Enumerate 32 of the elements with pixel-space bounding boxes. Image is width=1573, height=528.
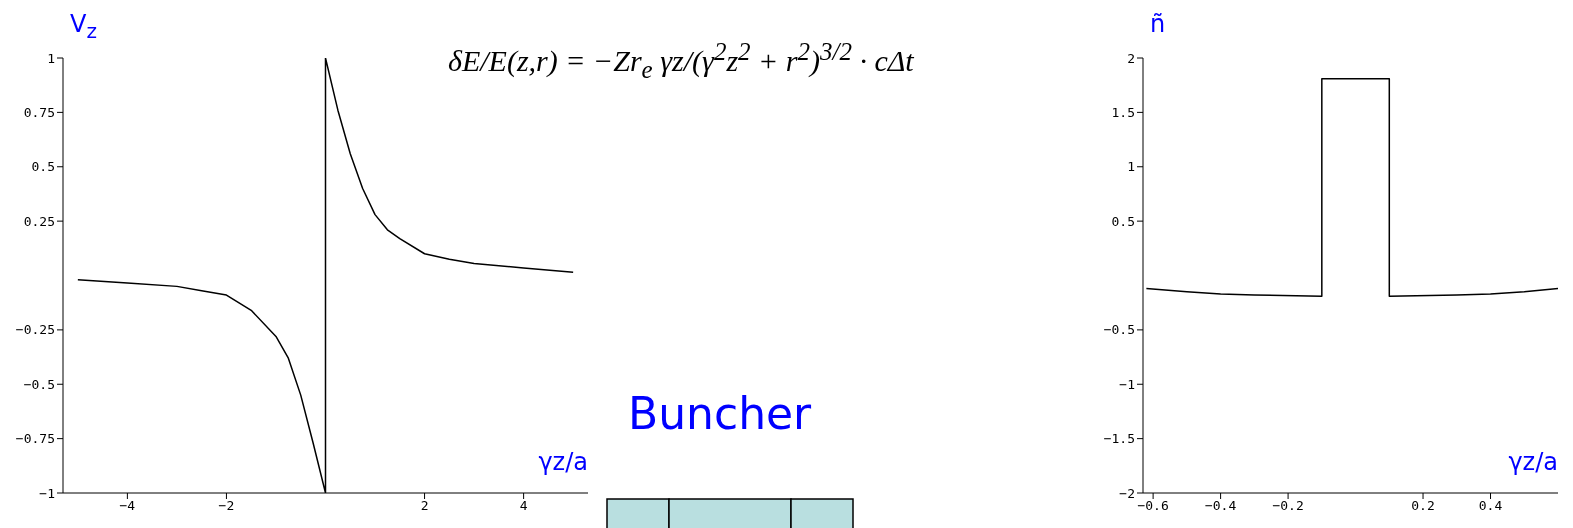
y-tick-label: 0.5 (1111, 213, 1135, 229)
y-tick-label: −0.5 (1103, 322, 1135, 338)
y-tick-label: 0.5 (31, 159, 55, 175)
x-axis-title: γz/a (538, 448, 588, 476)
x-tick-label: 4 (519, 498, 528, 514)
x-tick-label: −0.6 (1137, 498, 1169, 514)
y-tick-label: −0.25 (15, 322, 55, 338)
y-tick-label: 1.5 (1111, 104, 1135, 120)
y-tick-label: −2 (1119, 485, 1135, 501)
y-tick-label: 1 (47, 50, 55, 66)
x-tick-label: 2 (420, 498, 429, 514)
y-tick-label: −1.5 (1103, 431, 1135, 447)
y-tick-label: 2 (1127, 50, 1135, 66)
y-tick-label: 0.75 (23, 104, 55, 120)
text: δE/E(z,r) = −Zr$_{e}$ γz/(γ$^{2}$z$^{2}$ + r$^{2}$)$^{3/2}$ · cΔt (448, 38, 914, 83)
y-tick-label: −1 (39, 485, 55, 501)
x-tick-label: −2 (218, 498, 235, 514)
x-tick-label: 0.4 (1478, 498, 1503, 514)
y-tick-label: −0.75 (15, 431, 55, 447)
line-series (1145, 77, 1558, 297)
x-tick-label: −0.2 (1272, 498, 1304, 514)
y-tick-label: −1 (1119, 376, 1135, 392)
y-axis-title: V$_{z}$ (70, 10, 97, 43)
y-tick-label: 1 (1127, 159, 1135, 175)
x-tick-label: 0.2 (1411, 498, 1435, 514)
y-tick-label: −0.5 (23, 376, 55, 392)
x-tick-label: −4 (119, 498, 136, 514)
x-axis-title: γz/a (1508, 448, 1558, 476)
y-axis-title: ñ (1150, 10, 1166, 38)
x-tick-label: −0.4 (1204, 498, 1237, 514)
y-tick-label: 0.25 (23, 213, 55, 229)
text: Buncher (628, 388, 812, 439)
